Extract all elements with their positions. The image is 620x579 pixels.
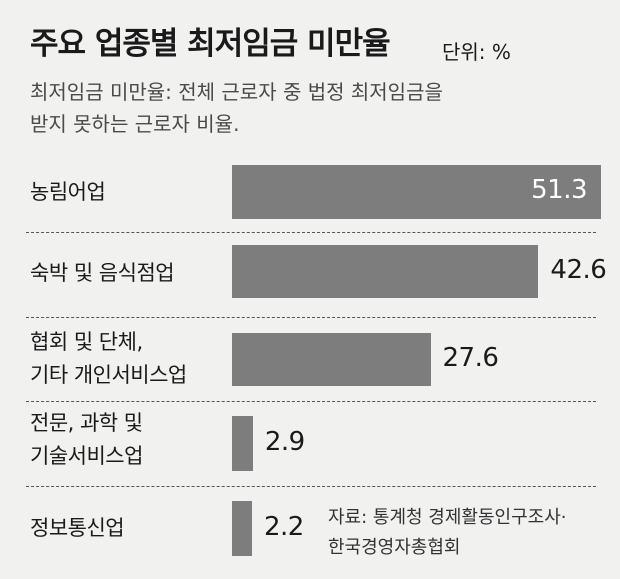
category-label: 협회 및 단체, xyxy=(30,330,143,354)
source-note: 자료: 통계청 경제활동인구조사· 한국경영자총협회 xyxy=(328,503,567,563)
bar xyxy=(232,333,431,386)
row-divider xyxy=(26,317,596,318)
category-label: 기술서비스업 xyxy=(30,444,143,468)
title-row: 주요 업종별 최저임금 미만율 단위: % xyxy=(30,14,600,64)
bar xyxy=(232,245,539,298)
row-divider xyxy=(26,401,596,402)
source-line-1: 자료: 통계청 경제활동인구조사· xyxy=(328,507,567,528)
bar xyxy=(232,165,601,219)
row-divider xyxy=(26,232,596,233)
category-label: 숙박 및 음식점업 xyxy=(30,261,175,285)
data-label: 2.2 xyxy=(264,511,304,542)
source-line-2: 한국경영자총협회 xyxy=(328,537,461,558)
category-label: 기타 개인서비스업 xyxy=(30,363,187,387)
category-label: 정보통신업 xyxy=(30,516,125,540)
bar xyxy=(232,501,252,556)
unit-label: 단위: % xyxy=(442,40,511,64)
data-label: 27.6 xyxy=(442,342,499,373)
data-label: 2.9 xyxy=(264,426,305,457)
bar xyxy=(232,416,253,471)
category-label: 전문, 과학 및 xyxy=(30,411,143,435)
data-label: 51.3 xyxy=(531,175,587,205)
chart-subtitle: 최저임금 미만율: 전체 근로자 중 법정 최저임금을 받지 못하는 근로자 비… xyxy=(30,76,443,140)
chart-title: 주요 업종별 최저임금 미만율 xyxy=(30,26,391,62)
category-label: 농림어업 xyxy=(30,180,106,204)
data-label: 42.6 xyxy=(550,254,607,285)
subtitle-line-1: 최저임금 미만율: 전체 근로자 중 법정 최저임금을 xyxy=(30,80,443,104)
subtitle-line-2: 받지 못하는 근로자 비율. xyxy=(30,112,240,136)
row-divider xyxy=(26,486,596,487)
